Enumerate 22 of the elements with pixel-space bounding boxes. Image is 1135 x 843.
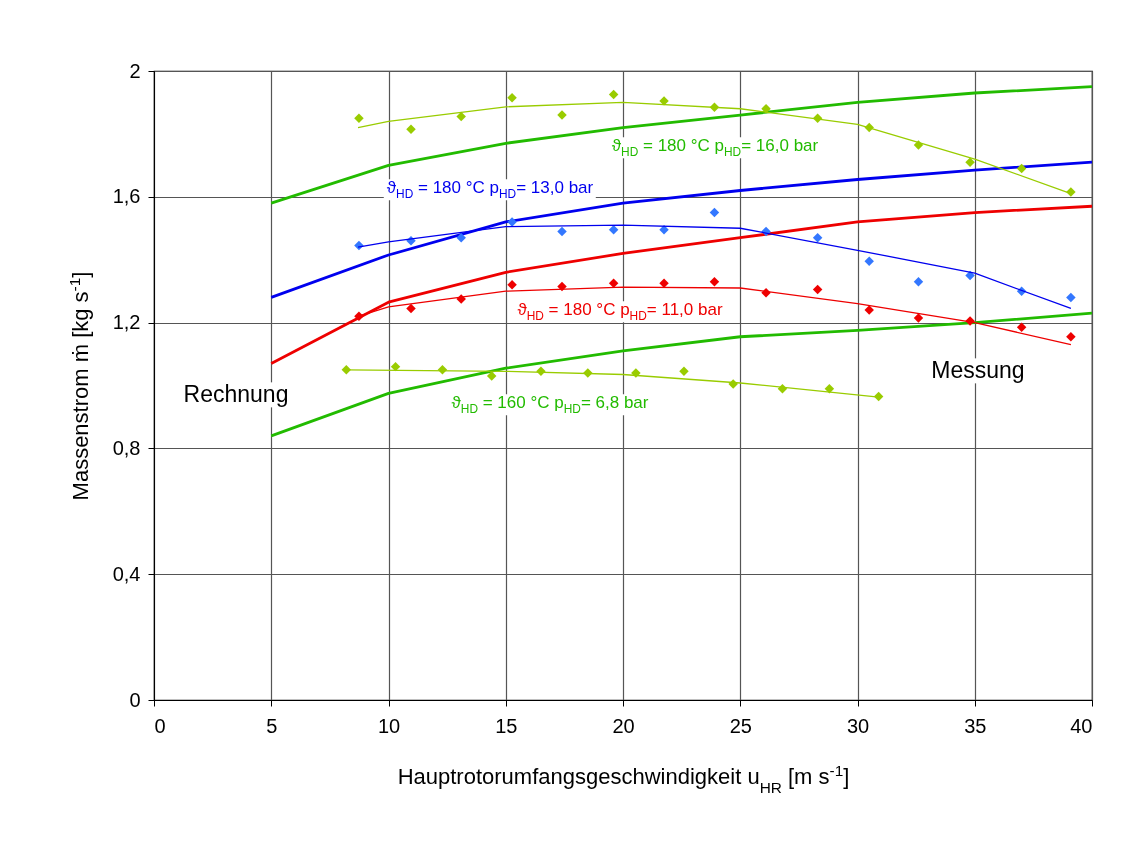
y-tick-label: 2 <box>129 59 141 82</box>
x-axis-title: Hauptrotorumfangsgeschwindigkeit u$_{HR}$ [m s$^{-1}$] <box>397 761 850 795</box>
x-tick-label: 40 <box>1070 714 1093 737</box>
x-tick-label: 30 <box>846 714 870 737</box>
y-tick-label: 0 <box>129 688 141 711</box>
annotation: ϑ$_{HD}$ = 180 °C p$_{HD}$= 11,0 bar <box>514 300 726 323</box>
x-tick-label: 10 <box>377 714 401 737</box>
x-tick-label: 20 <box>612 714 635 737</box>
x-tick-label: 0 <box>154 714 166 737</box>
x-tick-label: 35 <box>964 714 987 737</box>
annotation: ϑ$_{HD}$ = 160 °C p$_{HD}$= 6,8 bar <box>448 393 652 416</box>
annotation: Messung <box>928 357 1028 384</box>
x-tick-label: 25 <box>729 714 752 737</box>
y-tick-label: 1,2 <box>112 311 141 334</box>
x-tick-label: 15 <box>495 714 518 737</box>
y-tick-label: 1,6 <box>112 185 141 208</box>
annotation: Rechnung <box>180 381 292 408</box>
y-tick-label: 0,4 <box>112 562 141 585</box>
y-tick-label: 0,8 <box>112 436 141 459</box>
x-tick-label: 5 <box>266 714 278 737</box>
annotation: ϑ$_{HD}$ = 180 °C p$_{HD}$= 13,0 bar <box>383 178 597 201</box>
annotation: ϑ$_{HD}$ = 180 °C p$_{HD}$= 16,0 bar <box>608 136 822 159</box>
